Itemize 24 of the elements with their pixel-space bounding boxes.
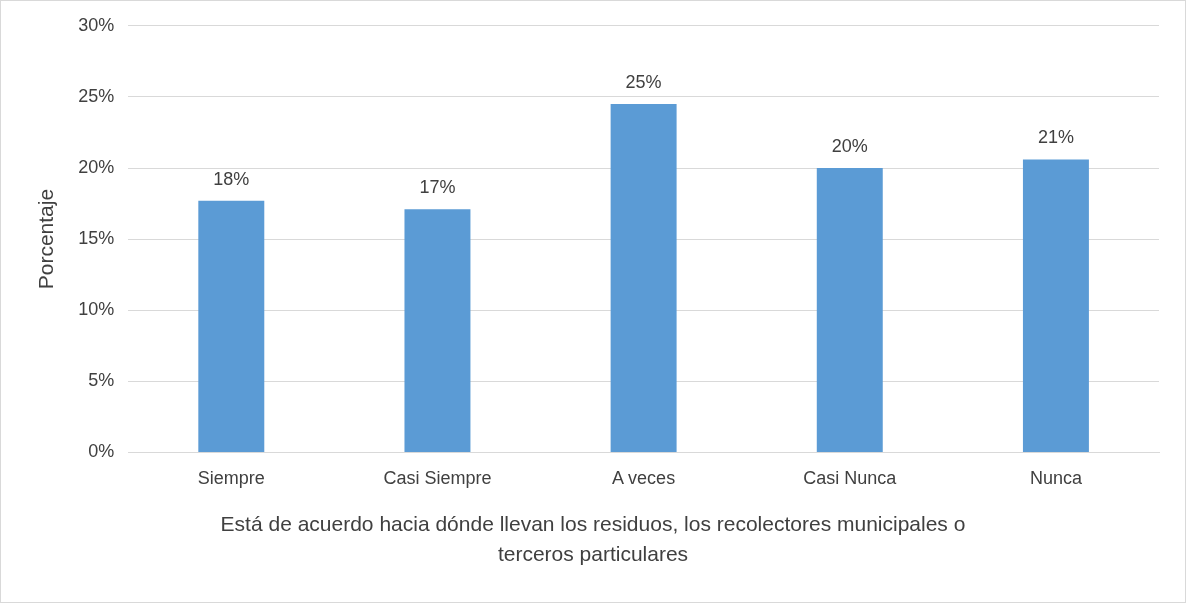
bar — [816, 168, 883, 452]
y-tick-label: 0% — [88, 441, 115, 462]
bar — [198, 200, 265, 452]
x-tick-label: Casi Siempre — [383, 468, 492, 489]
bar — [1022, 159, 1089, 452]
x-tick-label: Casi Nunca — [803, 468, 898, 489]
y-axis-title: Porcentaje — [34, 188, 58, 290]
y-tick-label: 10% — [78, 299, 115, 320]
data-label: 21% — [1037, 127, 1074, 148]
y-tick-label: 5% — [88, 370, 115, 391]
x-tick-label: Siempre — [197, 468, 265, 489]
x-axis-title: Está de acuerdo hacia dónde llevan los residuos, los recolectores municipales o terceros particulares — [219, 511, 967, 567]
y-tick-label: 20% — [78, 156, 115, 177]
x-tick-label: Nunca — [1029, 468, 1083, 489]
data-label: 25% — [625, 71, 662, 92]
data-label: 18% — [213, 168, 250, 189]
data-label: 20% — [831, 135, 868, 156]
x-tick-label: A veces — [612, 468, 676, 489]
y-tick-label: 30% — [78, 14, 115, 35]
data-label: 17% — [419, 177, 456, 198]
y-tick-label: 25% — [78, 85, 115, 106]
bar — [404, 209, 471, 452]
y-tick-label: 15% — [78, 228, 115, 249]
bar — [610, 104, 677, 452]
